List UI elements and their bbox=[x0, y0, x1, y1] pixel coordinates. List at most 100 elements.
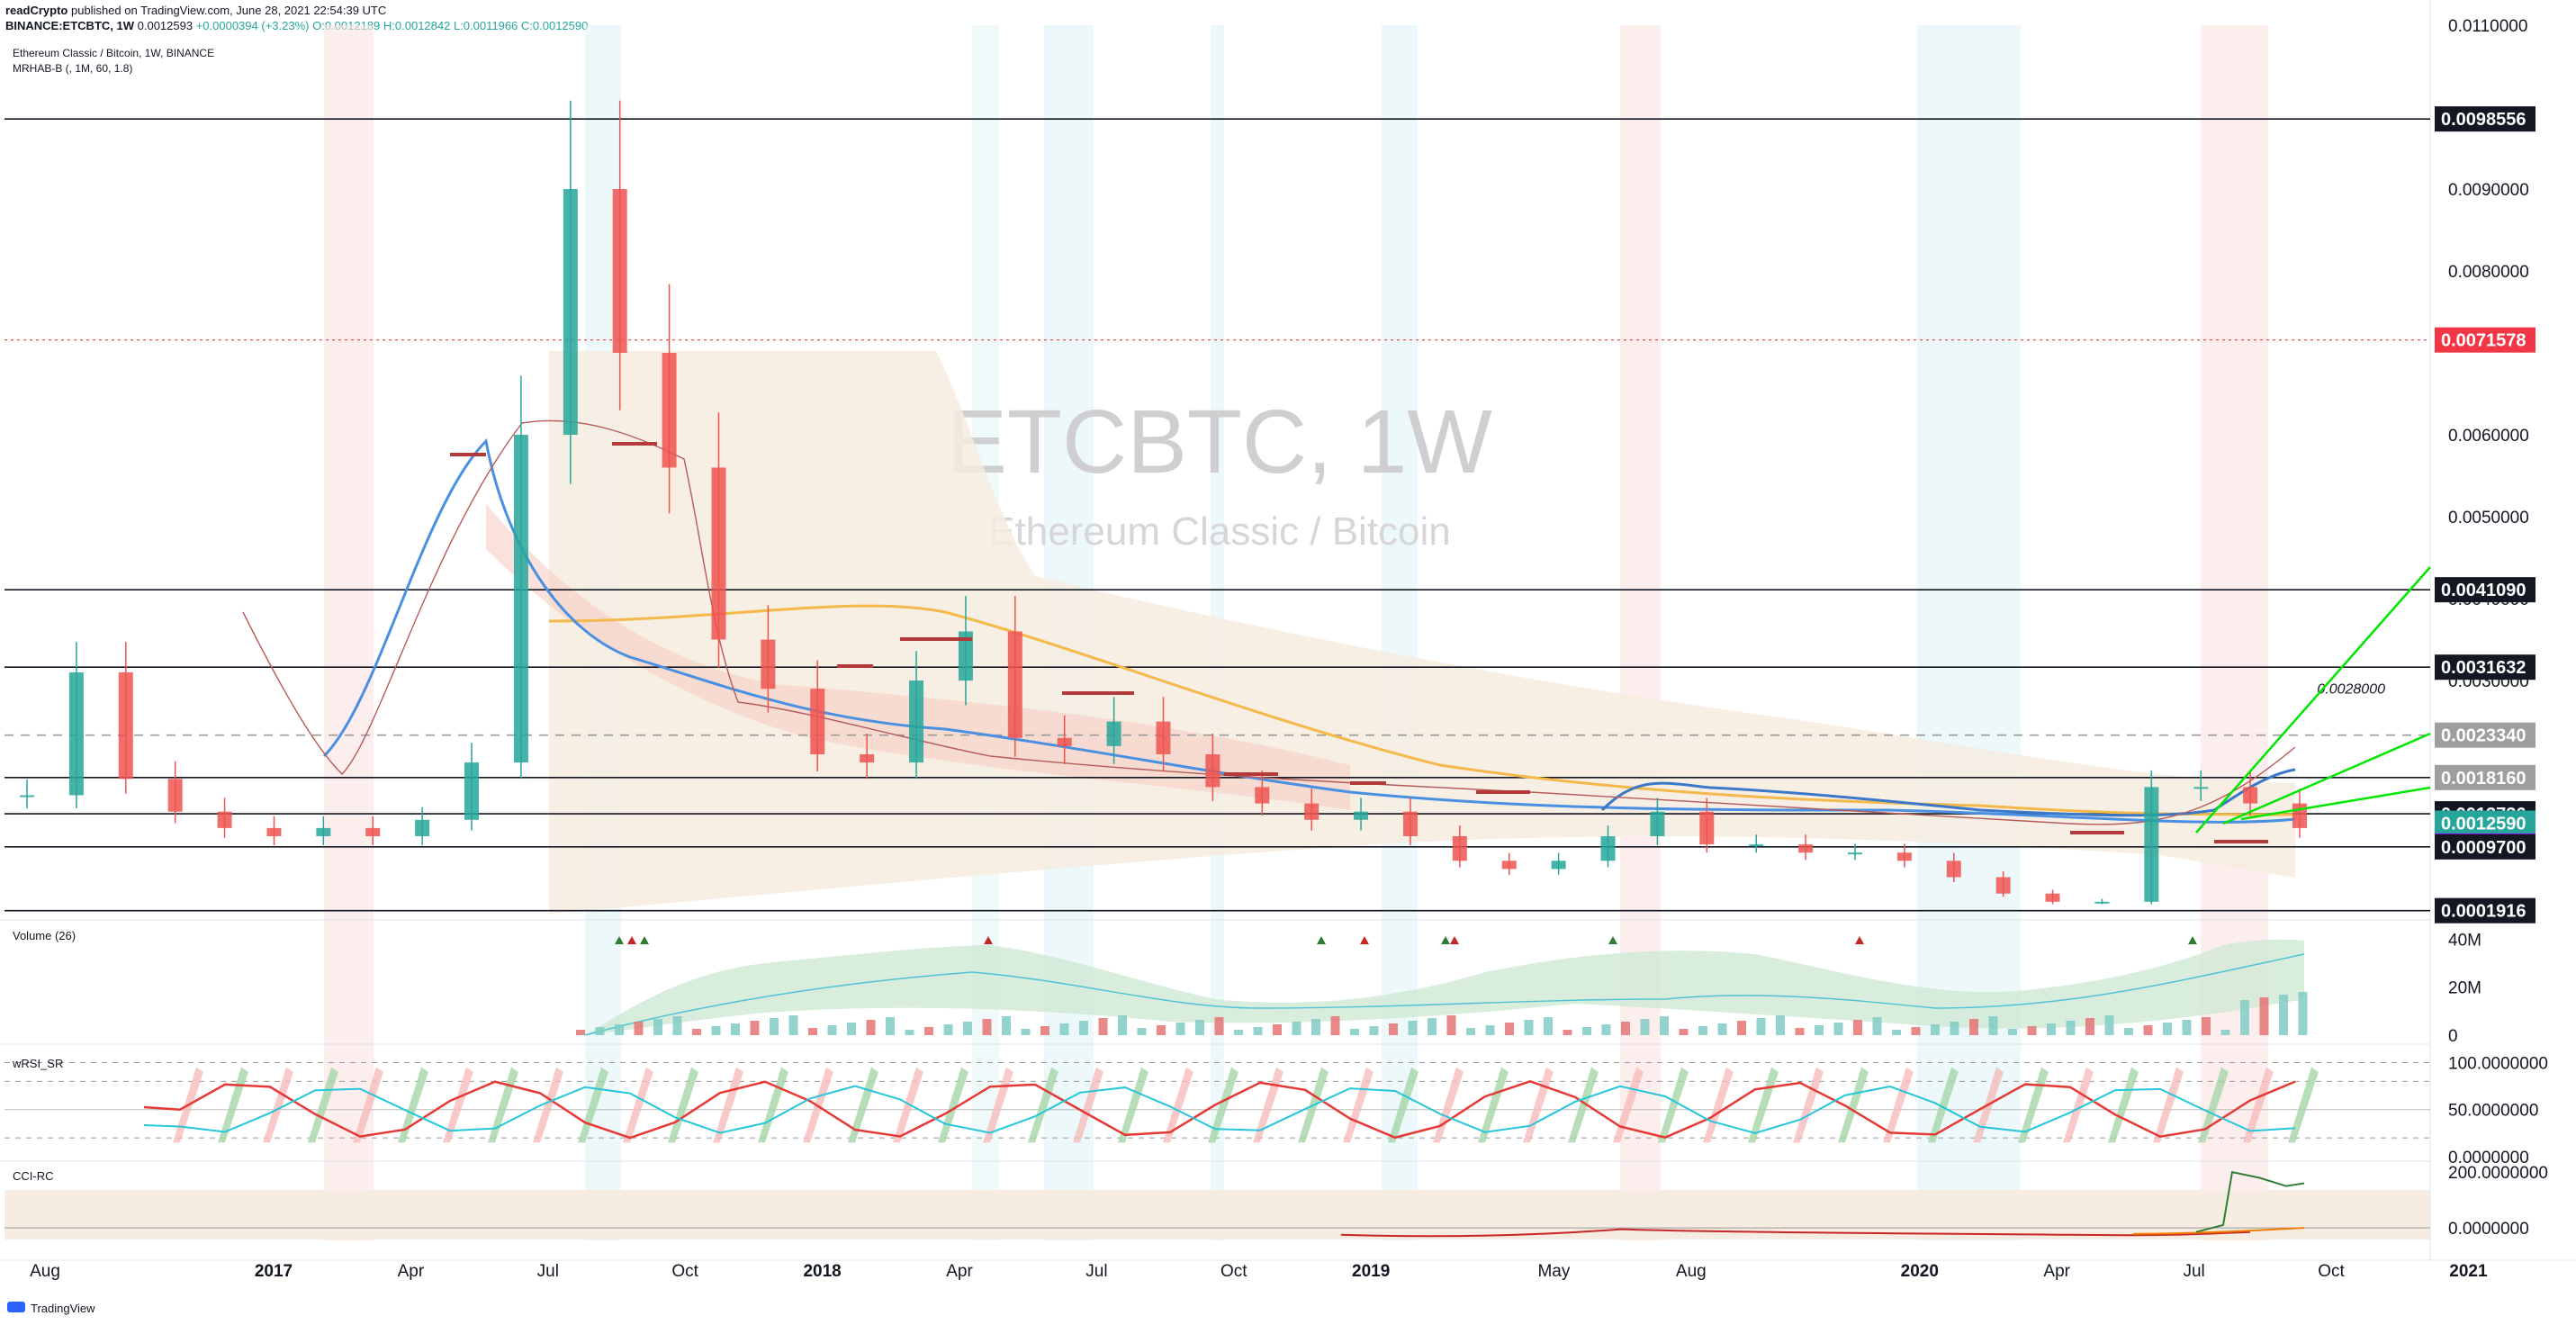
candle-body bbox=[415, 819, 430, 836]
price-axis: 0.0110000 0.0090000 0.0080000 0.0060000 0.00… bbox=[2448, 17, 2548, 1239]
volume-bar bbox=[634, 1022, 644, 1035]
candle-body bbox=[316, 827, 331, 836]
rsi-ribbon bbox=[1883, 1067, 1914, 1143]
volume-bar bbox=[1853, 1020, 1862, 1035]
candle-body bbox=[958, 631, 973, 681]
volume-bar bbox=[1446, 1015, 1456, 1035]
volume-bar bbox=[711, 1026, 721, 1035]
signal-marker bbox=[1441, 936, 1450, 944]
candle-body bbox=[513, 435, 528, 763]
cci-band-fill bbox=[5, 1190, 2430, 1239]
indicator-label: MRHAB-B (, 1M, 60, 1.8) bbox=[13, 62, 133, 75]
ma-thin-red bbox=[242, 419, 2296, 825]
ma-blue bbox=[322, 437, 2296, 824]
candle-body bbox=[217, 811, 232, 828]
volume-bar bbox=[1698, 1026, 1707, 1035]
tradingview-logo-icon bbox=[7, 1302, 25, 1312]
candle-body bbox=[1304, 803, 1320, 820]
volume-bar bbox=[827, 1025, 837, 1035]
candle-body bbox=[1057, 737, 1072, 746]
signal-marker bbox=[984, 936, 993, 944]
time-tick: 2018 bbox=[803, 1262, 841, 1281]
volume-bar bbox=[1524, 1020, 1534, 1035]
volume-bar bbox=[2143, 1025, 2153, 1035]
rsi-ribbon bbox=[1793, 1067, 1824, 1143]
volume-bar bbox=[905, 1030, 914, 1035]
price-label-text: 0.0012590 bbox=[2441, 815, 2526, 834]
session-band bbox=[1382, 25, 1418, 1240]
price-label-box bbox=[2435, 722, 2535, 748]
cci-pane bbox=[5, 1171, 2430, 1238]
rsi-ribbon bbox=[1388, 1067, 1419, 1143]
volume-bar bbox=[1234, 1030, 1243, 1035]
wrsi-title: wRSI_SR bbox=[12, 1057, 63, 1070]
volume-bar bbox=[924, 1027, 933, 1035]
price-labels: 0.0098556 0.0071578 0.0041090 0.0031632 0.00… bbox=[2435, 106, 2535, 924]
volume-bar bbox=[1911, 1027, 1921, 1035]
candle-body bbox=[464, 762, 480, 820]
volume-bar bbox=[576, 1030, 585, 1035]
session-band bbox=[1620, 25, 1661, 1240]
rsi-ribbon bbox=[1568, 1067, 1599, 1143]
rsi-ribbon bbox=[1208, 1067, 1238, 1143]
price-label-text: 0.0023340 bbox=[2441, 726, 2526, 746]
volume-bar bbox=[1833, 1023, 1843, 1035]
rsi-ribbon bbox=[938, 1067, 968, 1143]
rsi-ribbon bbox=[1028, 1067, 1058, 1143]
rsi-ribbon bbox=[308, 1067, 338, 1143]
volume-bar bbox=[1795, 1028, 1805, 1035]
candle-body bbox=[167, 779, 183, 812]
candle-body bbox=[2144, 787, 2159, 902]
volume-bar bbox=[731, 1023, 740, 1035]
volume-bar bbox=[1428, 1018, 1437, 1035]
candle-body bbox=[2094, 901, 2110, 904]
volume-bar bbox=[1292, 1022, 1302, 1035]
time-tick: Jul bbox=[537, 1262, 559, 1281]
signal-marker bbox=[627, 936, 636, 944]
volume-bar bbox=[1157, 1025, 1166, 1035]
volume-bar bbox=[1679, 1029, 1689, 1035]
candle-body bbox=[1501, 861, 1517, 870]
rsi-ribbon bbox=[1928, 1067, 1959, 1143]
level-annotation: 0.0028000 bbox=[2317, 681, 2385, 697]
rsi-ribbon bbox=[533, 1067, 563, 1143]
rsi-tick: 50.0000000 bbox=[2448, 1102, 2538, 1121]
volume-bar bbox=[1253, 1027, 1263, 1035]
candle-body bbox=[118, 672, 133, 780]
ma-orange bbox=[548, 604, 2296, 816]
rsi-ribbon bbox=[668, 1067, 698, 1143]
candle-body bbox=[1600, 835, 1616, 861]
price-tick: 0.0050000 bbox=[2448, 509, 2529, 527]
volume-bar bbox=[1544, 1017, 1553, 1035]
volume-bar bbox=[1815, 1025, 1824, 1035]
cci-red-line bbox=[1340, 1228, 2251, 1238]
volume-bar bbox=[943, 1024, 953, 1035]
time-tick: 2021 bbox=[2449, 1262, 2488, 1281]
tradingview-logo: TradingView bbox=[7, 1302, 95, 1315]
signal-marker bbox=[640, 936, 649, 944]
candle-body bbox=[365, 827, 381, 836]
rsi-ribbon bbox=[263, 1067, 293, 1143]
volume-bar bbox=[1040, 1026, 1049, 1035]
volume-bar bbox=[1601, 1024, 1611, 1035]
volume-bar bbox=[653, 1019, 662, 1035]
candle-body bbox=[266, 827, 282, 836]
volume-bar bbox=[1002, 1016, 1011, 1035]
trend-line bbox=[2195, 566, 2431, 834]
volume-bar bbox=[1737, 1021, 1746, 1035]
volume-bar bbox=[982, 1019, 992, 1035]
session-band bbox=[324, 25, 374, 1240]
volume-bar bbox=[1466, 1028, 1475, 1035]
volume-bar bbox=[2124, 1028, 2133, 1035]
volume-title: Volume (26) bbox=[13, 929, 76, 942]
candle-body bbox=[761, 639, 776, 690]
time-tick: Oct bbox=[671, 1262, 698, 1281]
price-label-box bbox=[2435, 106, 2535, 132]
volume-bar bbox=[886, 1017, 895, 1035]
trend-lines bbox=[2195, 566, 2431, 834]
signal-marker bbox=[1608, 936, 1617, 944]
candle-body bbox=[1946, 861, 1961, 878]
candle-body bbox=[711, 467, 726, 640]
volume-bar bbox=[1988, 1016, 1998, 1035]
